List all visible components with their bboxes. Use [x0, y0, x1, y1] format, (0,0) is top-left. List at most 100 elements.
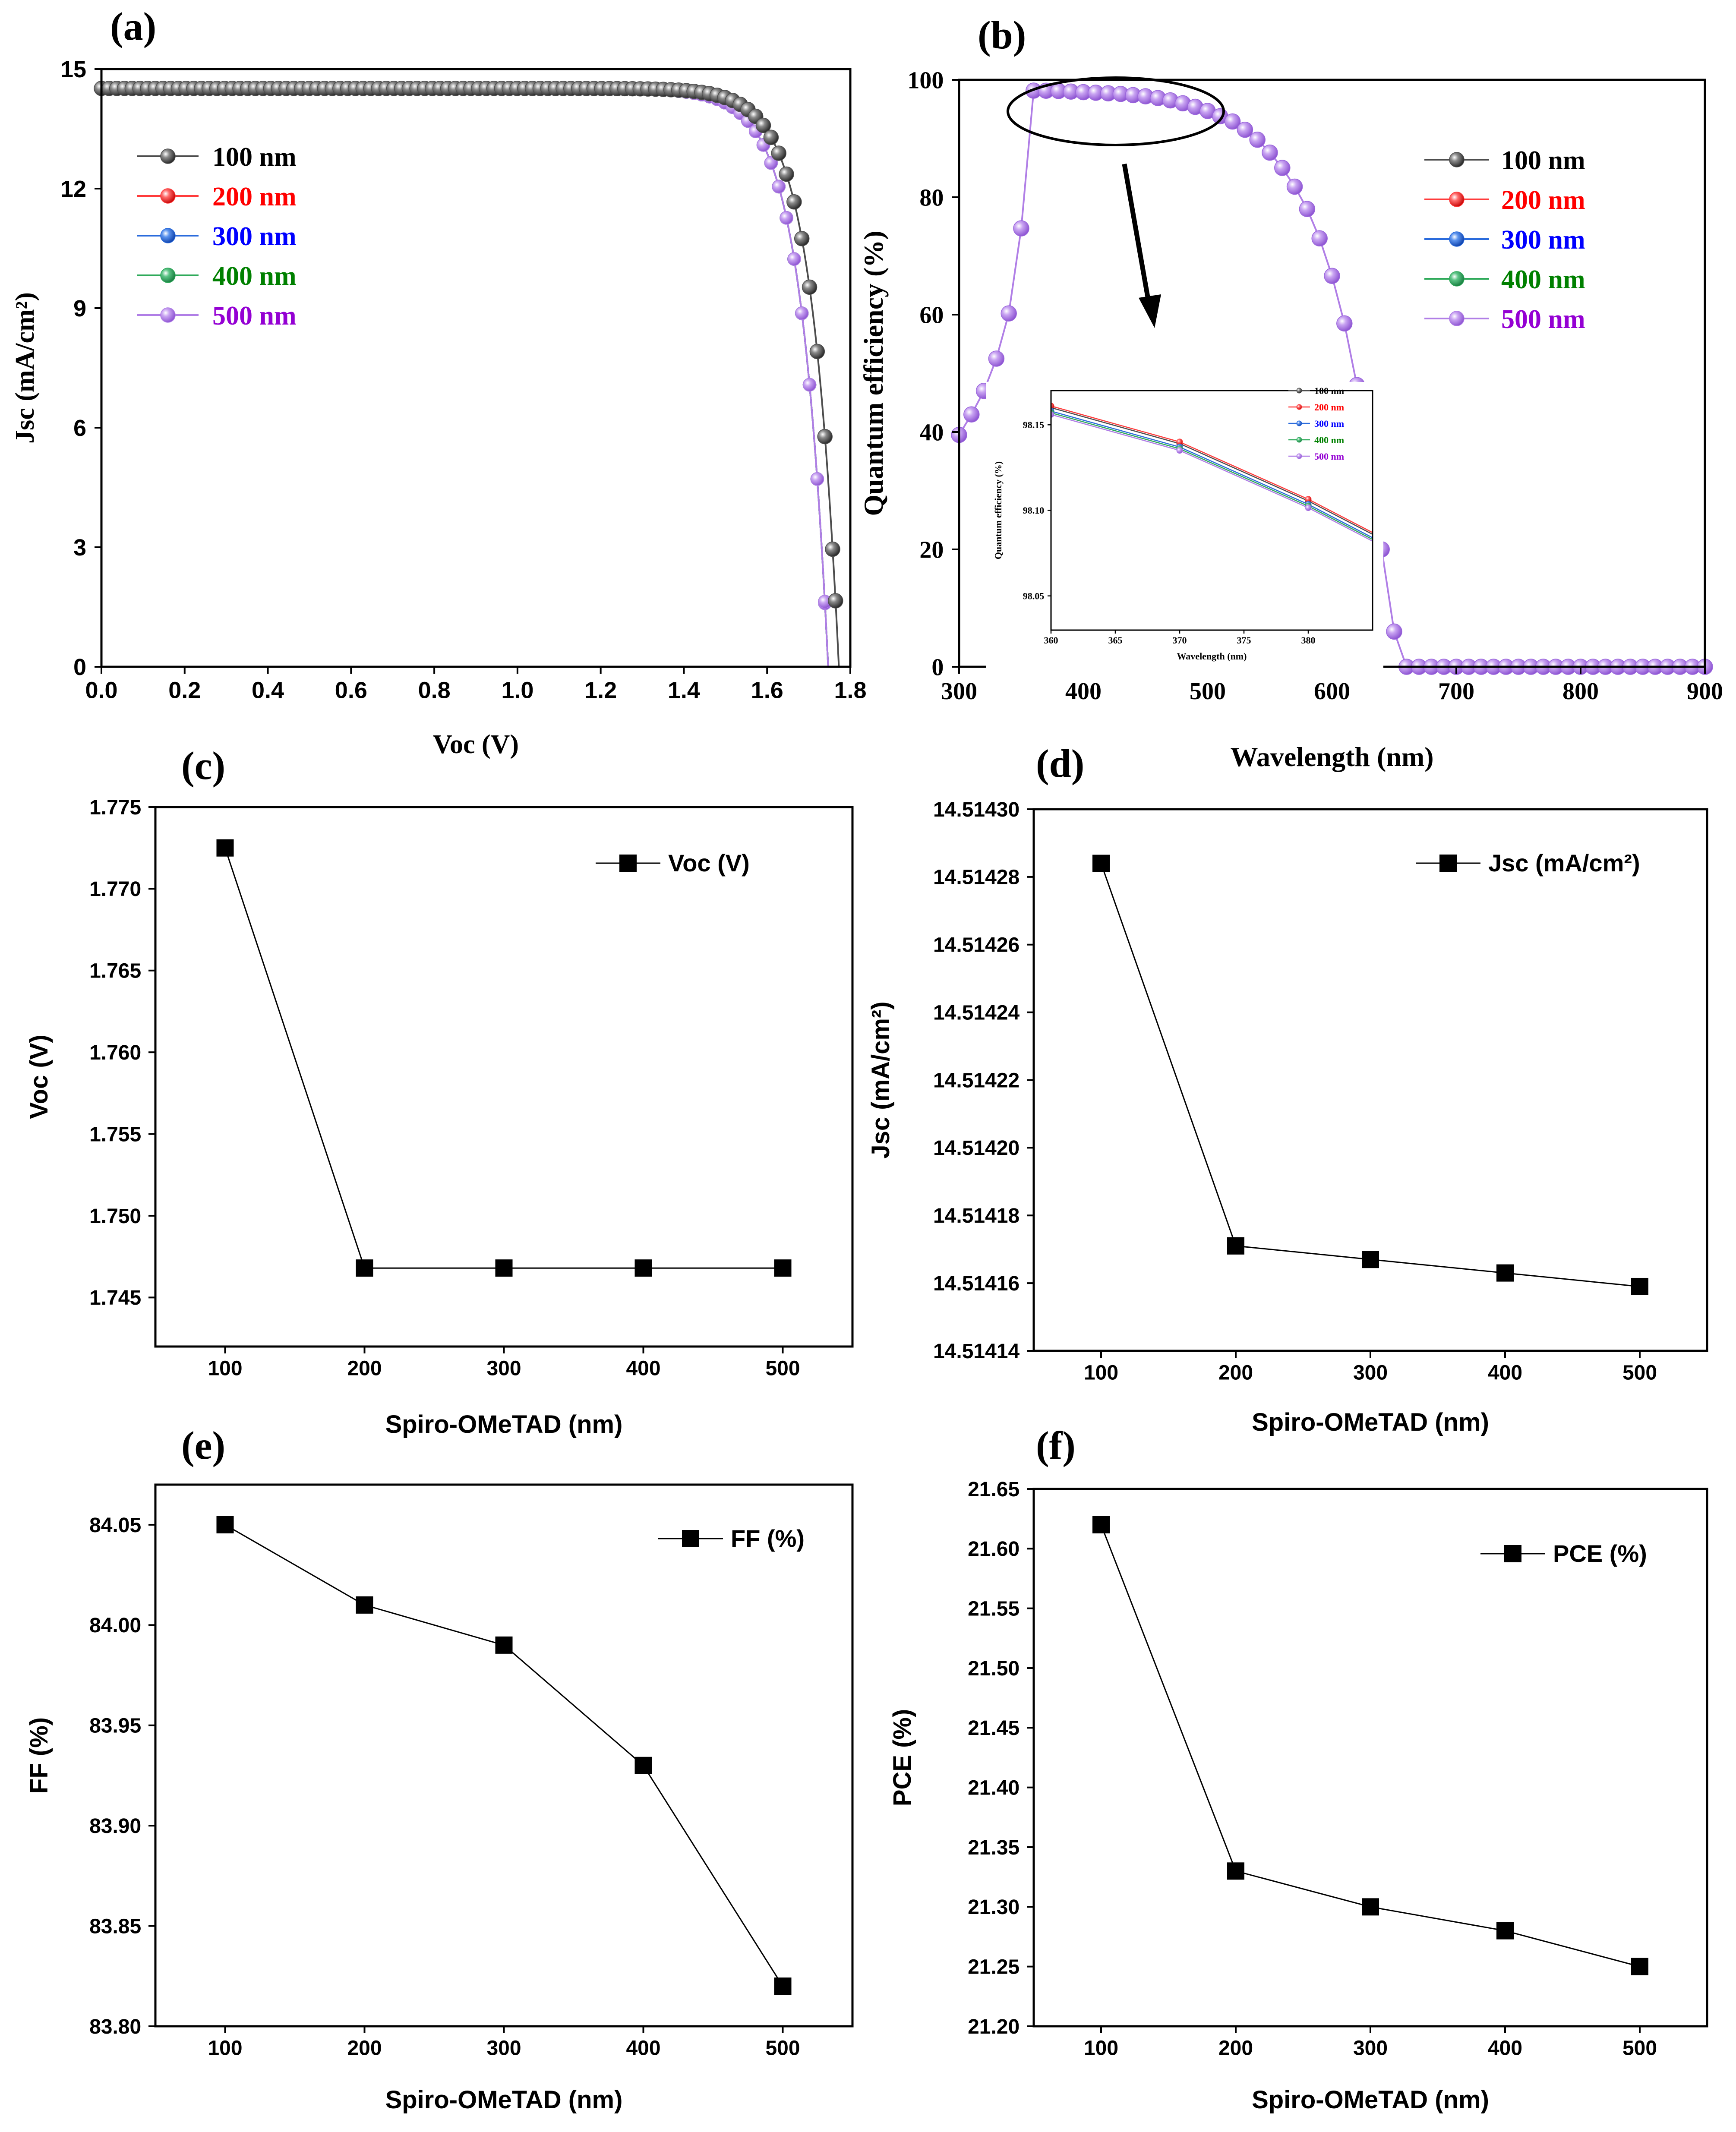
y-tick-a-label: 12	[60, 176, 86, 202]
x-tick-a-label: 1.8	[834, 678, 866, 703]
inset-x-axis-label: Wavelength (nm)	[1177, 651, 1247, 662]
y-tick-a-label: 15	[60, 57, 86, 82]
plot-frame	[154, 1483, 854, 2028]
jv-point	[771, 145, 786, 161]
qe-point	[1262, 144, 1278, 161]
plot-frame	[1032, 808, 1708, 1352]
x-tick-d-label: 300	[1353, 1361, 1388, 1384]
x-tick-e-label: 300	[486, 2037, 521, 2059]
jv-markers-5	[95, 82, 832, 610]
y-tick-c-label: 1.755	[89, 1123, 141, 1146]
legend-entry-b: 300 nm	[1501, 225, 1585, 255]
legend-marker-b	[1449, 231, 1465, 247]
x-tick-f-label: 500	[1622, 2037, 1657, 2059]
series-markers-e	[216, 1516, 792, 1995]
inset-line-2	[1051, 405, 1373, 533]
x-tick-f-label: 400	[1488, 2037, 1522, 2059]
x-tick-a-label: 1.4	[668, 678, 700, 703]
jv-point	[772, 180, 786, 194]
legend-entry-f: PCE (%)	[1553, 1540, 1647, 1567]
panel-label-f: (f)	[1036, 1423, 1076, 1467]
y-tick-b-label: 80	[919, 185, 944, 211]
highlight-ellipse	[1007, 76, 1225, 146]
inset-legend-entry: 500 nm	[1314, 451, 1344, 462]
data-point	[1227, 1862, 1244, 1880]
chart-f: (f) 100 200 300 400 500 21.20 21.25 21.30 21.35 21…	[888, 1423, 1708, 2114]
jv-markers-2	[95, 82, 832, 610]
x-tick-a-label: 0.2	[168, 678, 201, 703]
jv-line-1	[101, 87, 840, 667]
data-point	[634, 1757, 652, 1774]
callout-arrow-shaft	[1122, 164, 1152, 305]
series-markers-c	[216, 839, 792, 1277]
data-point	[774, 1977, 792, 1995]
series-markers-d	[1092, 855, 1648, 1295]
legend-entry-b: 200 nm	[1501, 186, 1585, 215]
x-tick-c-label: 200	[347, 1357, 382, 1380]
x-axis-label-b: Wavelength (nm)	[1230, 741, 1433, 772]
legend-entry-e: FF (%)	[731, 1525, 805, 1552]
x-tick-b-label: 400	[1065, 678, 1102, 705]
y-tick-e-label: 84.00	[89, 1614, 141, 1637]
qe-point	[988, 350, 1005, 367]
qe-point	[1274, 160, 1291, 176]
x-tick-b-label: 900	[1687, 678, 1723, 705]
x-tick-d-label: 500	[1622, 1361, 1657, 1384]
y-tick-c-label: 1.765	[89, 960, 141, 983]
x-tick-e-label: 200	[347, 2037, 382, 2059]
panel-label-a: (a)	[110, 4, 156, 48]
y-tick-f-label: 21.45	[968, 1717, 1020, 1740]
legend-marker-b	[1449, 311, 1465, 326]
legend-entry-a: 200 nm	[212, 182, 297, 211]
series-markers-f	[1092, 1516, 1648, 1975]
x-tick-d-label: 400	[1488, 1361, 1522, 1384]
inset-point	[1051, 411, 1054, 418]
jv-point	[786, 194, 802, 210]
jv-point	[780, 211, 793, 225]
chart-e: (e) 100 200 300 400 500 83.80 83.85 83.90 83.95 84…	[25, 1423, 854, 2114]
y-axis-label-d: Jsc (mA/cm²)	[867, 1001, 895, 1158]
data-point	[356, 1596, 373, 1614]
y-tick-d-label: 14.51426	[933, 934, 1020, 957]
inset-legend-marker	[1296, 388, 1302, 394]
inset-point	[1176, 447, 1183, 454]
inset-x-tick-label: 370	[1173, 635, 1187, 646]
inset-y-axis-label: Quantum efficiency (%)	[993, 461, 1004, 559]
jv-point	[828, 593, 843, 609]
x-axis-label-f: Spiro-OMeTAD (nm)	[1252, 2086, 1489, 2114]
x-axis-label-d: Spiro-OMeTAD (nm)	[1252, 1408, 1489, 1436]
qe-point	[1299, 201, 1316, 217]
data-point	[495, 1636, 513, 1654]
y-tick-d-label: 14.51416	[933, 1272, 1020, 1295]
y-tick-e-label: 83.90	[89, 1815, 141, 1838]
y-axis-label-e: FF (%)	[25, 1717, 53, 1794]
legend-marker-a	[160, 148, 176, 164]
y-axis-label-f: PCE (%)	[888, 1709, 916, 1807]
legend-entry-b: 400 nm	[1501, 265, 1585, 294]
inset-legend-entry: 300 nm	[1314, 418, 1344, 429]
x-axis-label-e: Spiro-OMeTAD (nm)	[385, 2086, 623, 2114]
data-point	[774, 1259, 792, 1277]
inset-background	[986, 382, 1383, 678]
x-tick-e-label: 400	[626, 2037, 660, 2059]
qe-point	[1386, 623, 1402, 640]
jv-line-3	[101, 87, 829, 667]
y-axis-label-c: Voc (V)	[25, 1034, 53, 1119]
legend-entry-a: 400 nm	[212, 262, 297, 291]
inset-line-4	[1051, 412, 1373, 540]
jv-markers-1	[94, 81, 843, 609]
legend-marker-e	[682, 1530, 699, 1547]
plot-frame	[1032, 1488, 1708, 2028]
jv-point	[787, 252, 801, 266]
qe-point	[1237, 121, 1253, 138]
y-tick-f-label: 21.30	[968, 1896, 1020, 1919]
x-tick-d-label: 100	[1084, 1361, 1118, 1384]
jv-line-5	[101, 87, 829, 667]
inset-legend-marker	[1296, 453, 1302, 459]
x-tick-a-label: 1.6	[751, 678, 783, 703]
x-tick-a-label: 0.4	[252, 678, 284, 703]
data-point	[1496, 1922, 1514, 1940]
legend-marker-a	[160, 188, 176, 204]
inset-series	[1051, 403, 1373, 542]
jv-point	[779, 166, 794, 182]
